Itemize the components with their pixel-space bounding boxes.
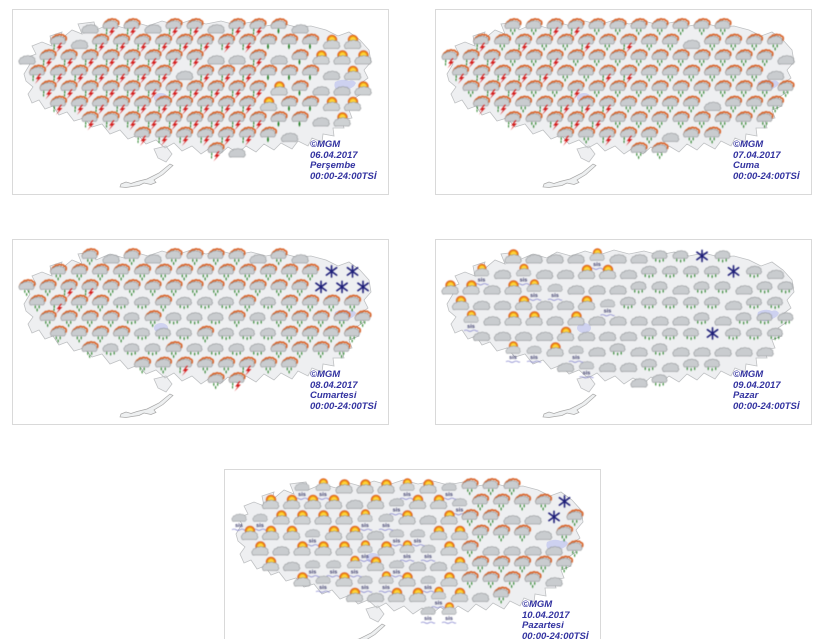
svg-text:sis: sis <box>435 600 443 606</box>
svg-text:sis: sis <box>478 277 486 283</box>
svg-text:sis: sis <box>530 293 538 299</box>
svg-text:sis: sis <box>445 492 453 498</box>
svg-text:sis: sis <box>456 507 464 513</box>
svg-text:sis: sis <box>361 523 369 529</box>
svg-text:sis: sis <box>593 262 601 268</box>
svg-text:sis: sis <box>572 355 580 361</box>
svg-text:sis: sis <box>256 523 264 529</box>
svg-text:sis: sis <box>424 616 432 622</box>
svg-text:sis: sis <box>520 277 528 283</box>
svg-text:sis: sis <box>403 554 411 560</box>
svg-text:sis: sis <box>414 538 422 544</box>
svg-text:sis: sis <box>393 538 401 544</box>
svg-text:sis: sis <box>393 507 401 513</box>
svg-text:sis: sis <box>509 355 517 361</box>
svg-text:sis: sis <box>604 308 612 314</box>
svg-text:sis: sis <box>467 324 475 330</box>
svg-text:sis: sis <box>424 554 432 560</box>
svg-text:sis: sis <box>382 585 390 591</box>
svg-text:sis: sis <box>309 569 317 575</box>
svg-text:sis: sis <box>319 585 327 591</box>
svg-text:sis: sis <box>351 569 359 575</box>
svg-text:sis: sis <box>361 585 369 591</box>
svg-text:sis: sis <box>309 538 317 544</box>
svg-text:sis: sis <box>319 492 327 498</box>
svg-text:sis: sis <box>298 492 306 498</box>
svg-text:sis: sis <box>445 616 453 622</box>
svg-text:sis: sis <box>361 554 369 560</box>
svg-text:sis: sis <box>424 585 432 591</box>
svg-text:sis: sis <box>393 569 401 575</box>
svg-text:sis: sis <box>551 293 559 299</box>
svg-text:sis: sis <box>583 370 591 376</box>
svg-text:sis: sis <box>330 569 338 575</box>
svg-text:sis: sis <box>403 492 411 498</box>
svg-text:sis: sis <box>235 523 243 529</box>
svg-text:sis: sis <box>530 355 538 361</box>
svg-text:sis: sis <box>382 523 390 529</box>
